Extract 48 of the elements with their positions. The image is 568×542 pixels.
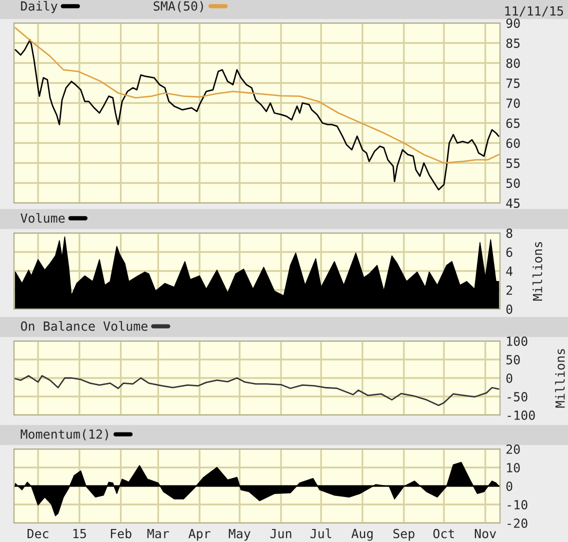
y-tick-label: 4 [506,266,512,276]
x-tick-label: Sep [393,528,414,541]
y-tick-label: 75 [506,78,520,88]
y-tick-label: 90 [506,18,520,28]
x-tick-label: May [228,529,250,541]
x-tick-label: Jul [310,528,332,538]
y-tick-label: -100 [508,410,535,420]
line-series [14,39,500,190]
y-tick-label: -10 [508,500,528,510]
y-tick-label: 0 [506,304,512,314]
y-tick-label: 55 [506,158,520,168]
legend-label: SMA(50) [154,1,203,12]
y-tick-label: -50 [508,392,528,402]
legend-label: Daily [21,0,58,14]
x-tick-label: Dec [28,529,48,538]
y-axis-title: Millions [555,349,565,408]
x-tick-label: Jun [270,529,292,538]
legend-label: On Balance Volume [20,321,148,331]
x-tick-label: Feb [110,528,132,538]
y-tick-label: 60 [506,138,520,148]
y-tick-label: 70 [506,98,520,108]
y-tick-label: 65 [506,118,520,128]
y-tick-label: -20 [508,518,528,528]
y-tick-label: 50 [506,355,520,364]
text: 11/11/15 [505,6,563,17]
y-tick-label: 20 [506,444,520,454]
x-tick-label: Nov [474,529,496,538]
line-series [14,27,500,164]
y-tick-label: 45 [506,198,520,208]
y-axis-title: Millions [532,242,542,301]
y-tick-label: 80 [506,58,520,68]
x-tick-label: Oct [433,528,454,538]
y-tick-label: 10 [507,463,520,472]
y-tick-label: 8 [506,228,512,238]
y-tick-label: 6 [506,248,512,257]
x-tick-label: Mar [147,529,170,538]
legend-label: Volume [20,213,65,223]
y-tick-label: 85 [506,38,520,48]
legend-label: Momentum(12) [20,429,108,440]
x-tick-label: 15 [73,529,86,538]
y-tick-label: 0 [506,482,512,491]
line-series [14,375,500,406]
x-tick-label: Aug [351,528,373,541]
y-tick-label: 50 [506,178,520,188]
y-tick-label: 2 [506,286,512,295]
y-tick-label: 100 [507,336,528,346]
x-tick-label: Apr [188,529,210,541]
y-tick-label: 0 [506,374,512,383]
